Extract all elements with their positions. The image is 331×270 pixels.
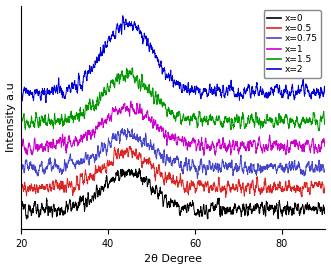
X-axis label: 2θ Degree: 2θ Degree [144,254,202,264]
Legend: x=0, x=0.5, x=0.75, x=1, x=1.5, x=2: x=0, x=0.5, x=0.75, x=1, x=1.5, x=2 [263,10,321,78]
Y-axis label: Intensity a.u: Intensity a.u [6,83,16,152]
